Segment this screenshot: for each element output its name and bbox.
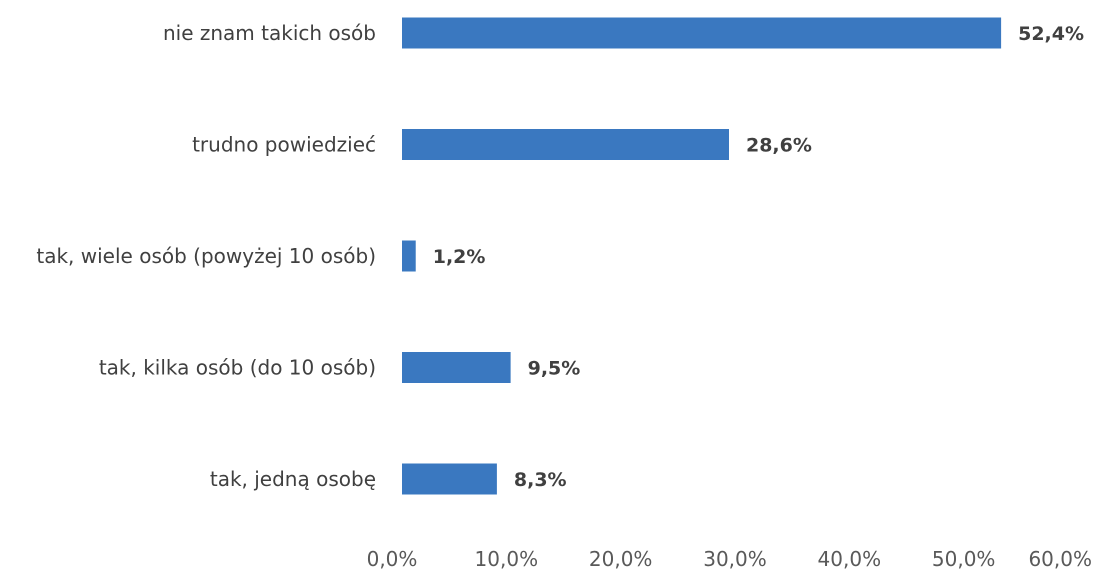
x-tick-label-6: 50,0% [932,547,996,571]
bar-3 [402,240,416,272]
bars-layer [402,17,1002,495]
category-labels-layer: nie znam takich osób trudno powiedzieć tak… [36,21,376,491]
category-label-4: tak, kilka osób (do 10 osób) [99,356,376,380]
x-tick-label-4: 30,0% [703,547,767,571]
category-label-3: tak, wiele osób (powyżej 10 osób) [36,244,376,268]
value-label-5: 8,3% [514,469,567,491]
x-tick-label-7: 60,0% [1028,547,1092,571]
x-axis-tick-labels: 0,0% 10,0% 20,0% 30,0% 40,0% 50,0% 60,0% [367,547,1092,571]
x-tick-label-2: 10,0% [475,547,539,571]
x-tick-label-5: 40,0% [818,547,882,571]
value-labels-layer: 52,4% 28,6% 1,2% 9,5% 8,3% [433,23,1084,491]
x-tick-label-1: 0,0% [367,547,418,571]
value-label-2: 28,6% [746,135,812,157]
category-label-2: trudno powiedzieć [192,133,376,157]
x-tick-label-3: 20,0% [589,547,653,571]
bar-2 [402,129,729,160]
bar-4 [402,352,511,383]
bar-5 [402,463,497,495]
value-label-4: 9,5% [528,358,581,380]
bar-1 [402,17,1002,49]
category-label-1: nie znam takich osób [163,21,376,45]
value-label-1: 52,4% [1018,23,1084,45]
category-label-5: tak, jedną osobę [210,467,376,491]
value-label-3: 1,2% [433,246,486,268]
